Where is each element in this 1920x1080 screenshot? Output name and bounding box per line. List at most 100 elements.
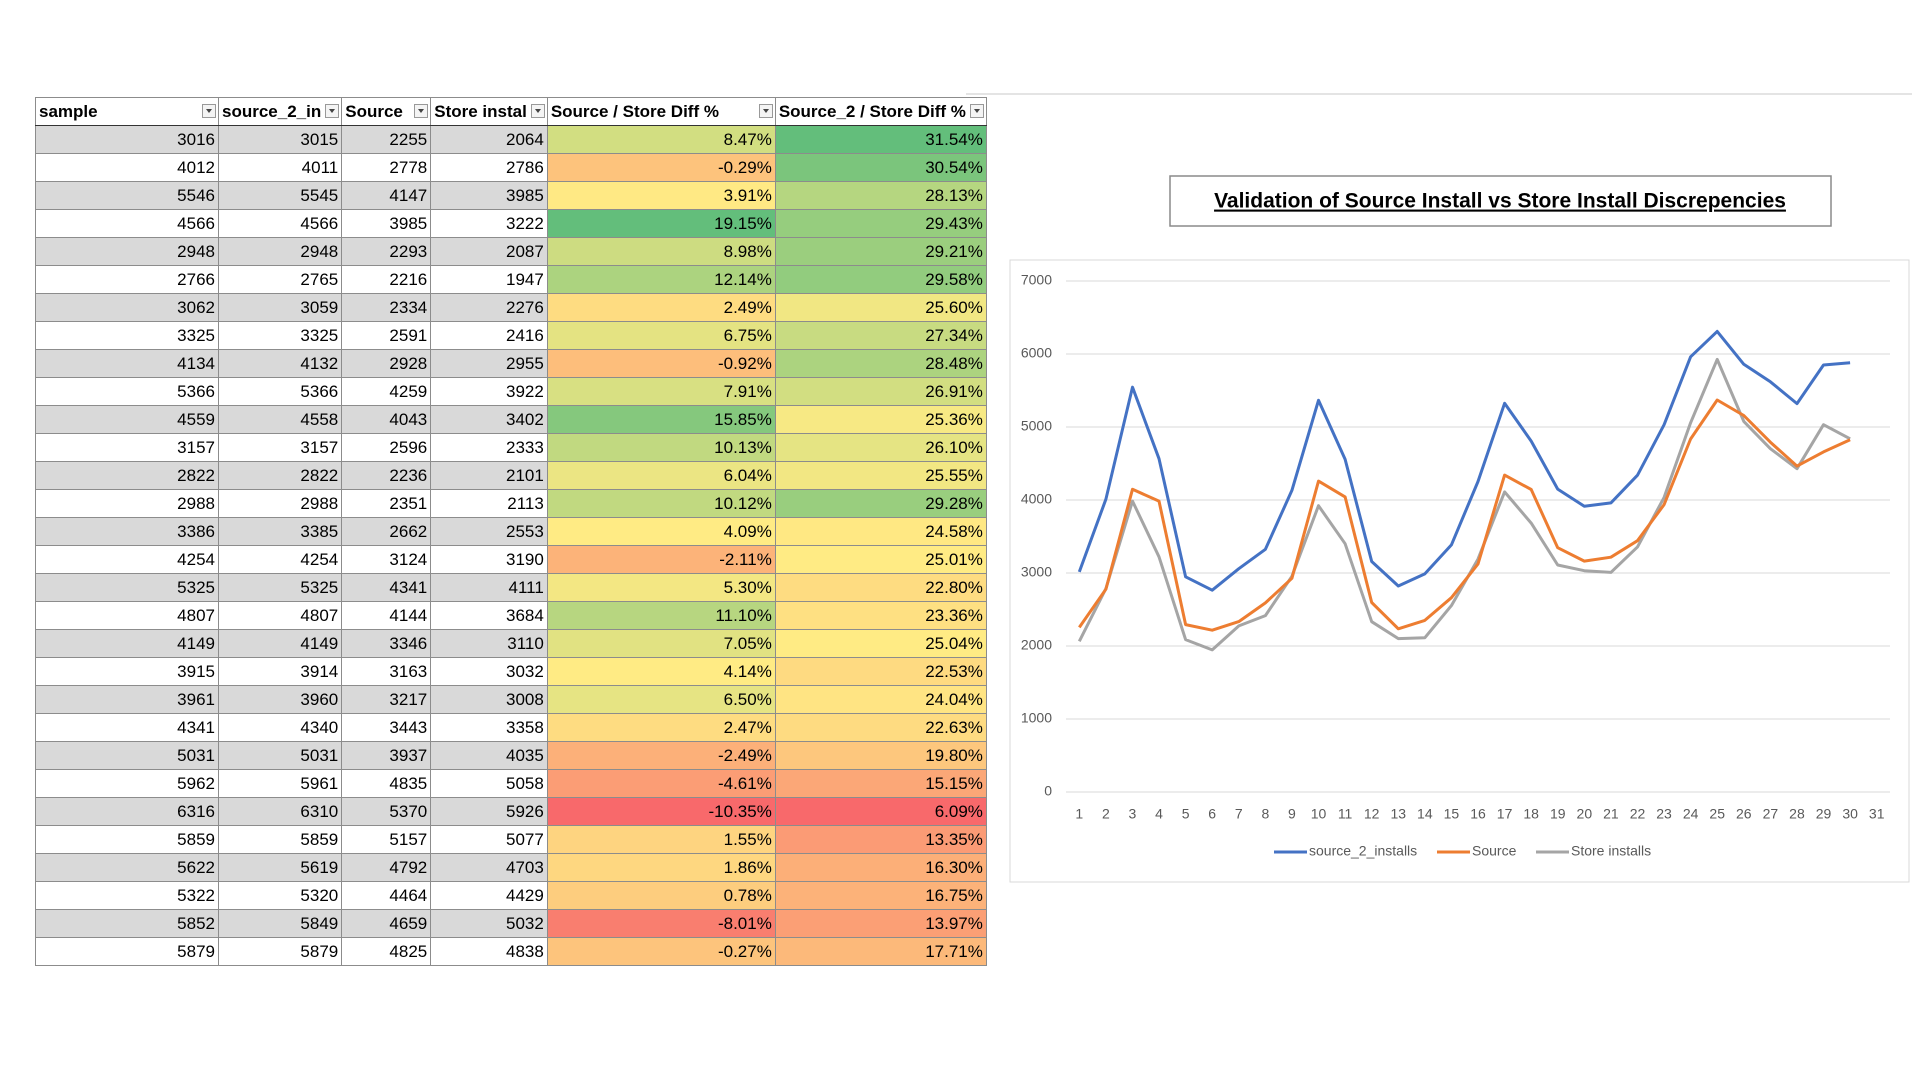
table-cell: 2416 <box>430 321 548 350</box>
table-cell: 3684 <box>430 601 548 630</box>
table-row: 4807 4807 4144 3684 11.10% 23.36% <box>35 601 987 630</box>
table-cell: 29.28% <box>774 489 987 518</box>
table-cell: 13.97% <box>774 909 987 938</box>
table-cell: -8.01% <box>546 909 776 938</box>
table-cell: 4132 <box>217 349 343 378</box>
table-cell: 2553 <box>430 517 548 546</box>
table-cell: 5852 <box>35 909 219 938</box>
table-cell: 4011 <box>217 153 343 182</box>
table-cell: 4703 <box>430 853 548 882</box>
table-cell: 2333 <box>430 433 548 462</box>
filter-button[interactable] <box>758 104 773 118</box>
column-header: Source_2 / Store Diff % <box>774 97 987 126</box>
table-cell: 3163 <box>341 657 432 686</box>
table-cell: 31.54% <box>774 125 987 154</box>
filter-button[interactable] <box>969 104 984 118</box>
table-cell: 3157 <box>217 433 343 462</box>
table-row: 5325 5325 4341 4111 5.30% 22.80% <box>35 573 987 602</box>
x-tick-label: 1 <box>1075 806 1083 822</box>
filter-button[interactable] <box>325 104 340 118</box>
table-cell: -0.29% <box>546 153 776 182</box>
table-cell: 25.55% <box>774 461 987 490</box>
table-row: 5546 5545 4147 3985 3.91% 28.13% <box>35 181 987 210</box>
table-cell: 3190 <box>430 545 548 574</box>
table-cell: 6.09% <box>774 797 987 826</box>
table-cell: 2988 <box>217 489 343 518</box>
table-cell: 4.09% <box>546 517 776 546</box>
column-header: sample <box>35 97 219 126</box>
table-cell: 6.50% <box>546 685 776 714</box>
table-cell: 26.10% <box>774 433 987 462</box>
y-tick-label: 3000 <box>1021 564 1052 580</box>
table-row: 2988 2988 2351 2113 10.12% 29.28% <box>35 489 987 518</box>
table-cell: 4566 <box>217 209 343 238</box>
filter-button[interactable] <box>202 104 216 118</box>
table-cell: 6.75% <box>546 321 776 350</box>
table-cell: 7.91% <box>546 377 776 406</box>
table-cell: 28.13% <box>774 181 987 210</box>
table-cell: 22.63% <box>774 713 987 742</box>
table-cell: 2955 <box>430 349 548 378</box>
x-tick-label: 25 <box>1709 806 1725 822</box>
table-cell: 11.10% <box>546 601 776 630</box>
table-cell: 4792 <box>341 853 432 882</box>
table-cell: 5859 <box>35 825 219 854</box>
column-header: Source / Store Diff % <box>546 97 776 126</box>
table-cell: 2236 <box>341 461 432 490</box>
table-cell: 5366 <box>217 377 343 406</box>
table-cell: 5157 <box>341 825 432 854</box>
table-cell: 2778 <box>341 153 432 182</box>
table-cell: 29.21% <box>774 237 987 266</box>
table-cell: 3.91% <box>546 181 776 210</box>
table-cell: 6310 <box>217 797 343 826</box>
table-cell: 10.13% <box>546 433 776 462</box>
y-tick-label: 0 <box>1044 783 1052 799</box>
table-row: 5962 5961 4835 5058 -4.61% 15.15% <box>35 769 987 798</box>
table-cell: 15.15% <box>774 769 987 798</box>
table-cell: 4835 <box>341 769 432 798</box>
table-cell: 25.36% <box>774 405 987 434</box>
filter-button[interactable] <box>414 104 429 118</box>
table-cell: 5879 <box>35 937 219 966</box>
table-cell: 1.55% <box>546 825 776 854</box>
x-tick-label: 20 <box>1577 806 1593 822</box>
x-tick-label: 4 <box>1155 806 1163 822</box>
chart-title: Validation of Source Install vs Store In… <box>1214 190 1786 213</box>
title-box <box>1169 175 1832 227</box>
table-cell: 2255 <box>341 125 432 154</box>
table-cell: 3960 <box>217 685 343 714</box>
table-row: 2822 2822 2236 2101 6.04% 25.55% <box>35 461 987 490</box>
table-row: 3386 3385 2662 2553 4.09% 24.58% <box>35 517 987 546</box>
table-cell: 5849 <box>217 909 343 938</box>
table-cell: 3346 <box>341 629 432 658</box>
table-cell: 2351 <box>341 489 432 518</box>
table-cell: -2.49% <box>546 741 776 770</box>
column-header: Source <box>341 97 432 126</box>
table-cell: 4144 <box>341 601 432 630</box>
column-header: Store instal <box>430 97 548 126</box>
table-cell: 3325 <box>35 321 219 350</box>
table-row: 5622 5619 4792 4703 1.86% 16.30% <box>35 853 987 882</box>
header-row: sample source_2_in Source Store instal Sourc… <box>35 97 987 126</box>
filter-button[interactable] <box>530 104 545 118</box>
x-tick-label: 24 <box>1683 806 1699 822</box>
table-cell: 4149 <box>35 629 219 658</box>
table-cell: 4559 <box>35 405 219 434</box>
table-cell: 4340 <box>217 713 343 742</box>
header-text: sample <box>39 101 98 121</box>
table-cell: 8.98% <box>546 237 776 266</box>
table-cell: 24.04% <box>774 685 987 714</box>
table-cell: 2216 <box>341 265 432 294</box>
table-row: 2948 2948 2293 2087 8.98% 29.21% <box>35 237 987 266</box>
table-cell: 3217 <box>341 685 432 714</box>
table-cell: 2948 <box>217 237 343 266</box>
x-tick-label: 19 <box>1550 806 1566 822</box>
spreadsheet: sample source_2_in Source Store instal Sourc… <box>35 97 987 966</box>
table-cell: 2786 <box>430 153 548 182</box>
x-tick-label: 21 <box>1603 806 1619 822</box>
table-cell: 6316 <box>35 797 219 826</box>
table-cell: 5.30% <box>546 573 776 602</box>
table-cell: 4043 <box>341 405 432 434</box>
table-cell: 4429 <box>430 881 548 910</box>
